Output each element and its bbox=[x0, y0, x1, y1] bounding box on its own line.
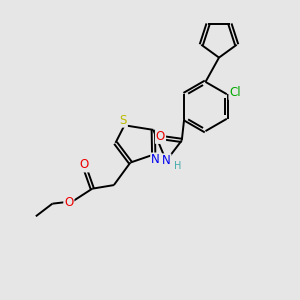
Text: O: O bbox=[80, 158, 89, 172]
Text: H: H bbox=[174, 161, 181, 171]
Text: O: O bbox=[156, 130, 165, 143]
Text: N: N bbox=[162, 154, 171, 167]
Text: O: O bbox=[64, 196, 74, 209]
Text: S: S bbox=[120, 114, 127, 127]
Text: N: N bbox=[151, 153, 160, 167]
Text: Cl: Cl bbox=[230, 86, 241, 99]
